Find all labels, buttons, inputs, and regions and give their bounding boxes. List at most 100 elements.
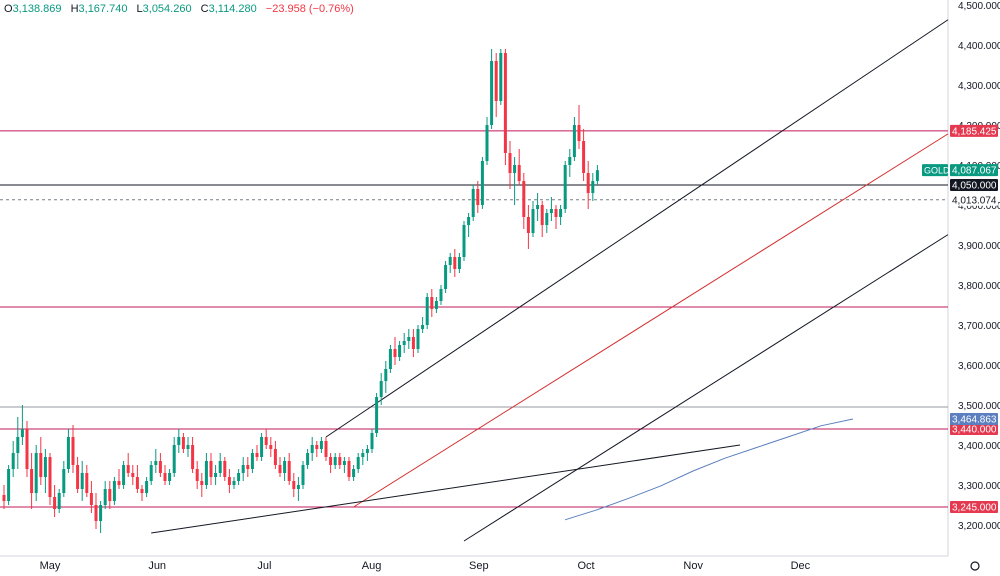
candle-up (237, 473, 241, 481)
y-tick-label: 3,700.000 (958, 321, 1000, 332)
channel-midline (353, 133, 949, 508)
candle-down (338, 457, 342, 465)
candle-down (586, 173, 590, 193)
level-price-tag-bg (950, 423, 998, 435)
candle-down (347, 461, 351, 477)
candle-down (117, 481, 121, 485)
x-tick-label: Sep (469, 560, 489, 572)
candle-up (480, 161, 484, 205)
candle-down (140, 489, 144, 493)
candle-up (214, 473, 218, 477)
candle-up (177, 437, 181, 445)
candle-down (108, 489, 112, 501)
candle-down (554, 209, 558, 217)
candle-down (223, 461, 227, 477)
candle-up (499, 53, 503, 101)
candle-up (57, 493, 61, 509)
candle-down (163, 473, 167, 481)
candle-up (549, 209, 553, 213)
candle-up (218, 461, 222, 473)
ma-price-tag: 3,464.863 (952, 415, 997, 426)
y-tick-label: 4,000.000 (958, 201, 1000, 212)
candle-up (319, 441, 323, 449)
x-tick-label: Dec (791, 560, 811, 572)
ohlc-high: 3,167.740 (78, 3, 128, 15)
candle-up (388, 349, 392, 369)
candle-up (296, 485, 300, 489)
candle-down (411, 337, 415, 349)
candle-up (462, 225, 466, 257)
candle-up (545, 213, 549, 225)
candle-down (526, 217, 530, 233)
candle-down (503, 53, 507, 153)
candle-up (531, 209, 535, 233)
candle-up (416, 329, 420, 349)
candle-down (48, 457, 52, 497)
candle-up (434, 301, 438, 309)
candle-up (186, 445, 190, 449)
candle-up (448, 257, 452, 265)
ohlc-close: 3,114.280 (208, 3, 257, 15)
y-tick-label: 3,600.000 (958, 361, 1000, 372)
candle-up (333, 457, 337, 465)
candle-down (246, 465, 250, 469)
candle-up (365, 449, 369, 453)
candle-up (352, 469, 356, 477)
candle-up (122, 465, 126, 485)
candle-up (572, 125, 576, 157)
candle-up (43, 457, 47, 477)
candle-down (2, 495, 6, 501)
candle-down (393, 349, 397, 357)
candle-up (301, 465, 305, 485)
candle-down (209, 461, 213, 477)
candle-down (264, 437, 268, 445)
trendline (463, 234, 949, 542)
y-tick-label: 4,400.000 (958, 41, 1000, 52)
candle-down (158, 461, 162, 473)
ohlc-low: 3,054.260 (142, 3, 192, 15)
candle-up (563, 165, 567, 209)
candle-up (379, 381, 383, 397)
candle-down (71, 437, 75, 465)
candle-up (7, 469, 11, 501)
candle-up (407, 337, 411, 341)
candle-up (172, 445, 176, 473)
candle-up (402, 341, 406, 345)
candle-up (11, 453, 15, 469)
ohlc-change: −23.958 (−0.76%) (265, 3, 354, 15)
candle-down (195, 469, 199, 481)
candle-up (439, 289, 443, 301)
candle-up (356, 457, 360, 469)
settings-icon[interactable] (970, 561, 980, 571)
candle-down (329, 457, 333, 465)
candle-up (310, 445, 314, 453)
candle-down (191, 445, 195, 469)
candle-down (227, 477, 231, 485)
trendline (151, 444, 741, 534)
y-tick-label: 3,400.000 (958, 441, 1000, 452)
candle-down (94, 505, 98, 521)
candle-down (287, 461, 291, 481)
candle-down (517, 165, 521, 181)
candle-up (34, 453, 38, 493)
candle-down (508, 153, 512, 173)
candle-up (99, 505, 103, 521)
candle-up (241, 465, 245, 473)
candle-down (25, 429, 29, 469)
candle-down (453, 257, 457, 269)
y-tick-label: 4,500.000 (958, 1, 1000, 12)
candle-down (540, 205, 544, 225)
candle-down (135, 477, 139, 489)
candle-up (471, 189, 475, 217)
candle-down (476, 189, 480, 205)
level-price-tag: 4,050.000 (952, 181, 997, 192)
level-price-tag: 4,013.074 (952, 195, 997, 206)
candle-up (425, 297, 429, 325)
candle-down (582, 141, 586, 173)
candle-down (39, 453, 43, 477)
candle-down (430, 297, 434, 309)
moving-average-line (564, 418, 854, 521)
candle-up (490, 61, 494, 125)
